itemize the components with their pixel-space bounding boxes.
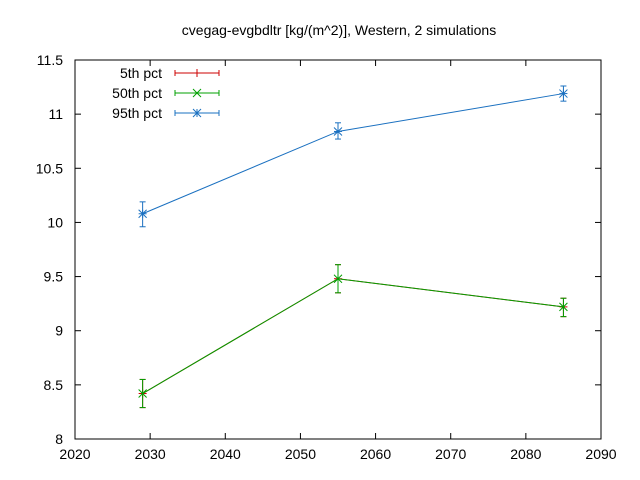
series-0 bbox=[138, 264, 568, 409]
legend-label: 50th pct bbox=[112, 85, 162, 101]
x-tick-label: 2070 bbox=[435, 446, 466, 462]
series-2 bbox=[138, 85, 568, 228]
y-tick-label: 8 bbox=[55, 431, 63, 447]
legend-marker bbox=[192, 108, 202, 118]
data-point bbox=[138, 389, 147, 398]
legend-marker bbox=[192, 88, 202, 98]
data-point bbox=[138, 209, 147, 219]
series-1 bbox=[138, 264, 568, 409]
legend-item: 95th pct bbox=[112, 105, 220, 121]
data-point bbox=[333, 274, 343, 284]
data-point bbox=[559, 302, 568, 312]
plot-frame bbox=[74, 59, 602, 440]
legend-label: 5th pct bbox=[120, 65, 162, 81]
y-tick-label: 9 bbox=[55, 323, 63, 339]
y-tick-label: 9.5 bbox=[44, 269, 64, 285]
y-tick-label: 10 bbox=[47, 214, 63, 230]
data-point bbox=[333, 127, 343, 136]
y-tick-label: 8.5 bbox=[44, 377, 64, 393]
y-tick-label: 11 bbox=[48, 106, 63, 122]
x-tick-label: 2060 bbox=[360, 446, 391, 462]
y-tick-label: 10.5 bbox=[36, 160, 63, 176]
x-tick-label: 2050 bbox=[285, 446, 316, 462]
legend-marker bbox=[193, 69, 201, 77]
legend-label: 95th pct bbox=[112, 105, 162, 121]
x-tick-label: 2030 bbox=[135, 446, 166, 462]
y-tick-label: 11.5 bbox=[37, 52, 63, 68]
legend-item: 5th pct bbox=[120, 65, 220, 81]
series-line bbox=[142, 278, 564, 394]
series-line bbox=[142, 93, 564, 215]
x-tick-label: 2080 bbox=[510, 446, 541, 462]
x-tick-label: 2090 bbox=[585, 446, 616, 462]
legend: 5th pct 50th pct 95th pct bbox=[112, 65, 220, 121]
x-tick-label: 2040 bbox=[210, 446, 241, 462]
data-point bbox=[559, 89, 568, 98]
legend-item: 50th pct bbox=[112, 85, 220, 101]
chart-title: cvegag-evgbdltr [kg/(m^2)], Western, 2 s… bbox=[182, 22, 496, 38]
series-line bbox=[142, 278, 564, 394]
x-tick-label: 2020 bbox=[59, 446, 90, 462]
